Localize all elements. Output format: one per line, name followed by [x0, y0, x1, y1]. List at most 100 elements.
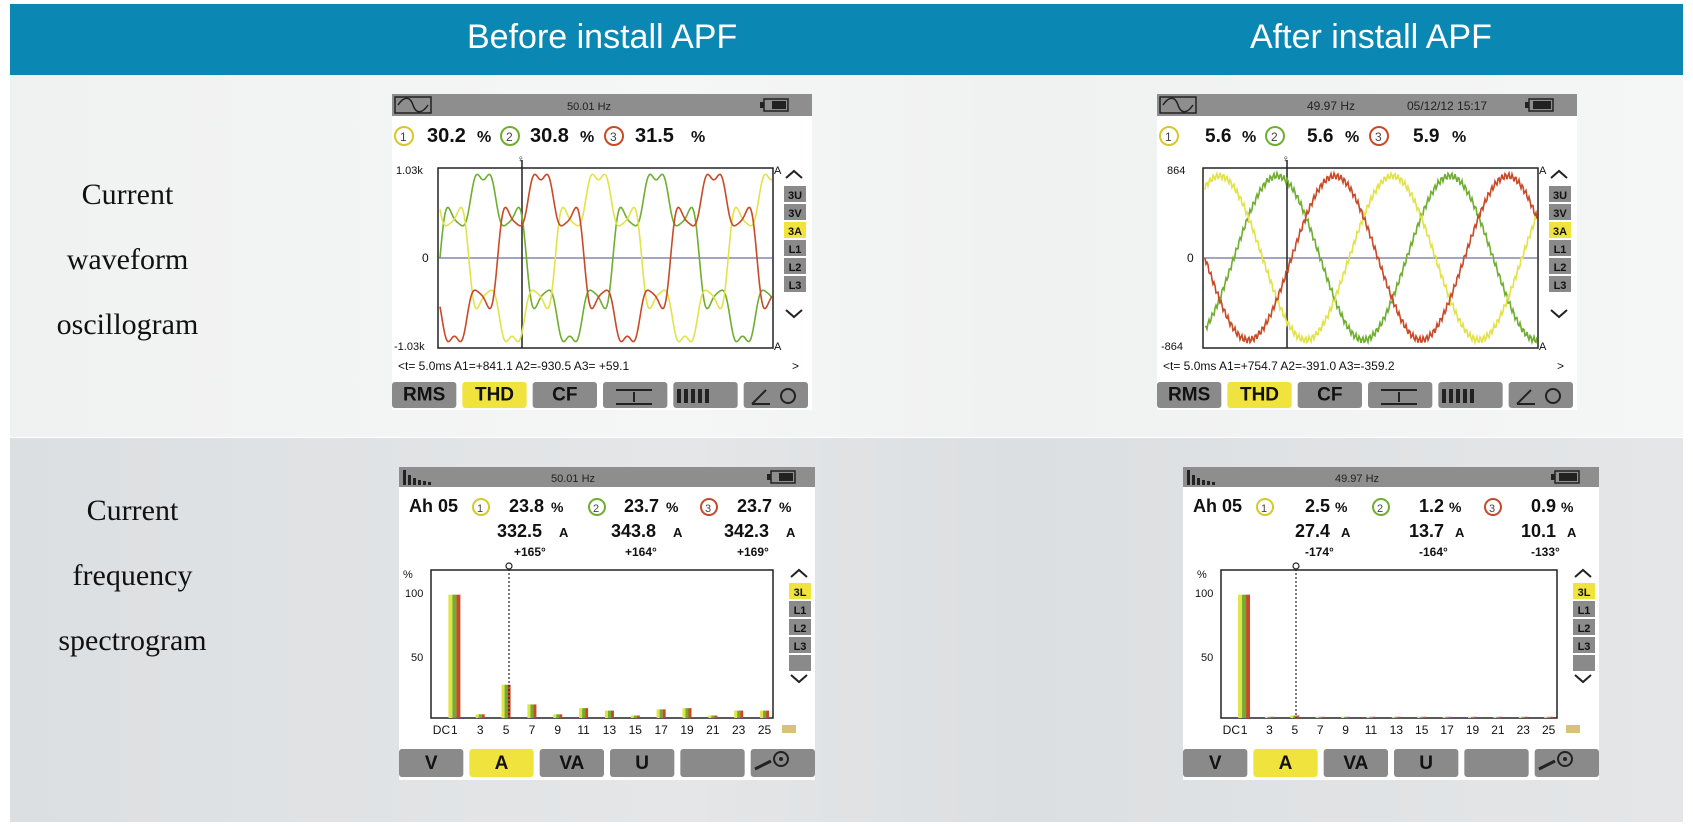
side-button-l2[interactable]: [1573, 619, 1595, 635]
softkey-button-3[interactable]: [1368, 382, 1433, 408]
side-button-label: L3: [794, 641, 807, 653]
cursor-marker-icon: [505, 562, 513, 570]
scroll-down-icon[interactable]: [785, 309, 803, 319]
scroll-up-icon[interactable]: [1550, 169, 1568, 179]
scroll-down-icon[interactable]: [1550, 309, 1568, 319]
harmonic-order-label: Ah 05: [1193, 496, 1242, 516]
softkey-rms[interactable]: [1157, 382, 1222, 408]
softkey-a[interactable]: [469, 749, 534, 777]
scroll-down-icon[interactable]: [1574, 674, 1592, 684]
side-button-3l[interactable]: [789, 583, 811, 599]
harmonic-bar-25: [763, 710, 767, 718]
side-selector[interactable]: 3U 3V 3A L1 L2 L3: [1549, 169, 1571, 319]
softkey-button-5[interactable]: [1534, 749, 1599, 777]
status-bar: [392, 94, 812, 116]
side-button-l2[interactable]: [1549, 258, 1571, 274]
x-tick-25: 25: [1542, 723, 1556, 737]
side-selector[interactable]: 3L L1 L2 L3: [1573, 568, 1595, 684]
harmonic-bar-1: [452, 594, 457, 718]
svg-text:%: %: [779, 499, 792, 515]
softkey-button-3[interactable]: [603, 382, 668, 408]
softkey-cf[interactable]: [1297, 382, 1362, 408]
side-selector[interactable]: 3L L1 L2 L3: [789, 568, 811, 684]
harmonic-bar-13: [610, 710, 614, 718]
phase3-marker: [700, 498, 718, 516]
side-button-l1[interactable]: [1573, 601, 1595, 617]
side-button-label: 3U: [788, 190, 802, 202]
side-button-l3[interactable]: [789, 637, 811, 653]
svg-text:1: 1: [1261, 503, 1267, 515]
softkey-v[interactable]: [1183, 749, 1248, 777]
harmonic-bar-1: [1242, 594, 1247, 718]
side-button-l3[interactable]: [784, 276, 806, 292]
phase1-thd: 30.2: [427, 125, 466, 147]
side-button-l1[interactable]: [789, 601, 811, 617]
phase3-amps: 10.1: [1521, 521, 1556, 541]
scroll-down-icon[interactable]: [790, 674, 808, 684]
harmonic-bar-1: [1246, 594, 1251, 718]
softkey-a[interactable]: [1253, 749, 1318, 777]
softkey-thd[interactable]: [1227, 382, 1292, 408]
side-button-l3[interactable]: [1549, 276, 1571, 292]
side-button-l3[interactable]: [1573, 637, 1595, 653]
harmonic-bar-7: [1321, 716, 1325, 718]
softkey-v[interactable]: [399, 749, 464, 777]
phase1-marker: [1256, 498, 1274, 516]
harmonic-bar-17: [656, 709, 660, 718]
side-button-l1[interactable]: [784, 240, 806, 256]
x-tick-15: 15: [629, 723, 643, 737]
svg-text:1: 1: [1165, 130, 1172, 144]
side-button-l2[interactable]: [789, 619, 811, 635]
harmonic-bar-11: [579, 708, 583, 718]
side-button-l1[interactable]: [1549, 240, 1571, 256]
phase2-waveform: [1204, 169, 1538, 346]
softkey-u[interactable]: [1394, 749, 1459, 777]
svg-text:1: 1: [400, 130, 407, 144]
side-button-3a[interactable]: [1549, 222, 1571, 238]
side-button-3u[interactable]: [784, 186, 806, 202]
side-button-l2[interactable]: [784, 258, 806, 274]
side-button-3u[interactable]: [1549, 186, 1571, 202]
harmonic-bar-17: [1448, 716, 1452, 718]
harmonic-bar-21: [714, 715, 718, 718]
x-tick-DC: DC: [433, 723, 451, 737]
softkey-cf[interactable]: [532, 382, 597, 408]
phase1-percent: 2.5: [1305, 496, 1330, 516]
svg-text:%: %: [580, 129, 594, 146]
softkey-button-5[interactable]: [750, 749, 815, 777]
softkey-label: RMS: [1168, 385, 1210, 406]
phase-angle-icon: [751, 388, 796, 405]
x-tick-5: 5: [1291, 723, 1298, 737]
y-unit-label: %: [1197, 569, 1207, 581]
side-button-3a[interactable]: [784, 222, 806, 238]
softkey-u[interactable]: [610, 749, 675, 777]
svg-text:%: %: [477, 129, 491, 146]
scroll-up-icon[interactable]: [1574, 568, 1592, 578]
softkey-rms[interactable]: [392, 382, 457, 408]
phase1-thd: 5.6: [1205, 126, 1231, 147]
softkey-thd[interactable]: [462, 382, 527, 408]
side-button-3l[interactable]: [1573, 583, 1595, 599]
softkey-va[interactable]: [539, 749, 604, 777]
more-harmonics-icon: [1566, 725, 1580, 733]
probe-icon: [1538, 751, 1573, 771]
softkey-va[interactable]: [1323, 749, 1388, 777]
scroll-up-icon[interactable]: [790, 568, 808, 578]
scroll-up-icon[interactable]: [785, 169, 803, 179]
side-button-label: L2: [1578, 623, 1591, 635]
frequency-readout: 49.97 Hz: [1307, 99, 1355, 113]
phase3-waveform: [1204, 170, 1538, 345]
harmonic-bar-3: [478, 714, 482, 718]
side-button-extra[interactable]: [1573, 655, 1595, 671]
harmonic-bar-5: [501, 684, 505, 718]
softkey-button-4[interactable]: [680, 749, 745, 777]
side-button-3v[interactable]: [1549, 204, 1571, 220]
side-button-3v[interactable]: [784, 204, 806, 220]
y-unit-label: %: [403, 569, 413, 581]
harmonic-bar-25: [1550, 716, 1554, 718]
side-selector[interactable]: 3U 3V 3A L1 L2 L3: [784, 169, 806, 319]
side-button-extra[interactable]: [789, 655, 811, 671]
harmonic-bar-15: [1420, 716, 1424, 718]
y-min-label: -1.03k: [394, 341, 425, 353]
softkey-button-4[interactable]: [1464, 749, 1529, 777]
